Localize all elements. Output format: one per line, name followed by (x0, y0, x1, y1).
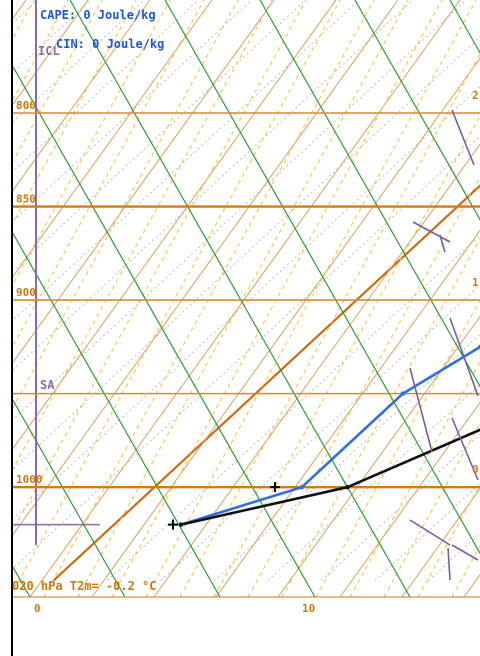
sounding-profiles (167, 344, 480, 530)
isotherm-line (374, 482, 480, 582)
dry-adiabat (12, 0, 213, 279)
moist-adiabat (69, 0, 411, 597)
wind-barb (409, 519, 479, 581)
mixing-ratio-line (12, 0, 103, 164)
dry-adiabat (29, 0, 461, 597)
mixing-ratio-line (12, 0, 307, 533)
moist-adiabat (12, 397, 126, 597)
isotherm-line (12, 135, 480, 571)
height-tick-label: 0 (472, 463, 479, 476)
dry-adiabat (12, 0, 89, 107)
mixing-ratio-line (417, 483, 480, 597)
wind-barb (449, 317, 479, 397)
dry-adiabat (153, 143, 480, 597)
isotherm-line (267, 383, 480, 582)
wind-barb (412, 221, 451, 253)
mixing-ratio-line (43, 0, 375, 597)
pressure-tick-label: 900 (16, 286, 36, 299)
mixing-ratio-line (179, 53, 480, 597)
surface-label: 020 hPa T2m= -0.2 °C (12, 579, 157, 593)
dry-adiabat (12, 0, 399, 537)
isobar-lines (12, 112, 480, 526)
isotherm-line (213, 333, 480, 582)
mixing-ratio-line (12, 0, 171, 287)
mixing-ratio-line (383, 422, 480, 597)
isotherm-line (12, 0, 199, 174)
mixing-ratio-line (145, 0, 477, 597)
wind-barbs (409, 109, 479, 581)
x-tick-label: 0 (34, 602, 41, 615)
dry-adiabat (12, 0, 151, 193)
mixing-ratio-line (77, 0, 409, 597)
x-tick-label: 10 (302, 602, 315, 615)
mixing-ratio-line (12, 0, 273, 472)
isotherm-line (12, 85, 480, 521)
isotherm-line (12, 0, 467, 422)
dewpoint-profile (180, 345, 480, 526)
pressure-tick-label: 850 (16, 193, 36, 206)
parcel-marker (270, 482, 281, 493)
dry-adiabat (277, 315, 480, 597)
height-tick-label: 1 (472, 276, 479, 289)
temperature-profile (180, 428, 480, 526)
moist-adiabat (12, 230, 221, 597)
moist-adiabat (354, 0, 480, 221)
dry-adiabat (339, 401, 480, 597)
sa-label: SA (40, 378, 55, 392)
wind-barb (451, 417, 479, 481)
isotherm-line (12, 0, 307, 273)
isotherm-line (12, 0, 360, 322)
mixing-ratio-line (281, 237, 480, 597)
dewpoint-profile-point (400, 391, 406, 396)
mixing-ratio-line (12, 0, 205, 349)
pressure-tick-label: 800 (16, 99, 36, 112)
mixing-ratio-line (12, 0, 341, 595)
moist-adiabat (164, 0, 480, 555)
mixing-ratio-line (111, 0, 443, 597)
isotherm-line (321, 433, 480, 582)
temperature-profile-point (345, 484, 350, 490)
cape-label: CAPE: 0 Joule/kg (40, 8, 156, 22)
mixing-ratio-line (12, 0, 239, 410)
dry-adiabat (91, 57, 480, 597)
isotherm-line (12, 0, 414, 372)
icl-label: ICL (38, 44, 60, 58)
dry-adiabat (401, 487, 480, 597)
wind-barb (409, 367, 433, 453)
dewpoint-profile-point (299, 484, 305, 490)
mixing-ratio-line (12, 0, 137, 226)
dry-adiabat (12, 0, 275, 365)
moist-adiabat (259, 0, 480, 388)
height-tick-label: 2 (472, 89, 479, 102)
axis-labels: 800 2 850 900 1 1000 0 0 10 (11, 0, 480, 656)
dry-adiabat (215, 229, 480, 597)
moist-adiabat (12, 63, 316, 597)
isotherm-zero (52, 184, 480, 582)
wind-barb (451, 109, 475, 166)
cin-label: CIN: 0 Joule/kg (56, 37, 164, 51)
isotherm-line (106, 234, 480, 582)
isotherm-line (12, 36, 480, 471)
mixing-ratio-line (247, 176, 480, 597)
mixing-ratio-line (349, 360, 480, 597)
isotherm-line (160, 284, 480, 582)
dewpoint-profile-point (477, 344, 480, 350)
mixing-ratio-line (315, 299, 480, 597)
isotherm-line (0, 0, 10, 581)
dry-adiabat (12, 0, 337, 451)
parcel-marker (167, 519, 178, 530)
pressure-tick-label: 1000 (16, 473, 43, 486)
temperature-profile-point (178, 522, 184, 527)
